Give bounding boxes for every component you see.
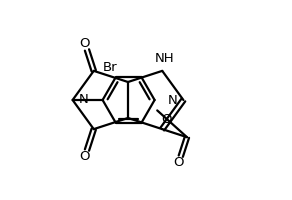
Text: NH: NH [154, 52, 174, 65]
Text: O: O [162, 113, 172, 126]
Text: O: O [173, 156, 184, 169]
Text: N: N [79, 93, 88, 106]
Text: Br: Br [102, 61, 117, 74]
Text: O: O [79, 37, 90, 50]
Text: N: N [168, 94, 178, 106]
Text: O: O [79, 150, 90, 163]
